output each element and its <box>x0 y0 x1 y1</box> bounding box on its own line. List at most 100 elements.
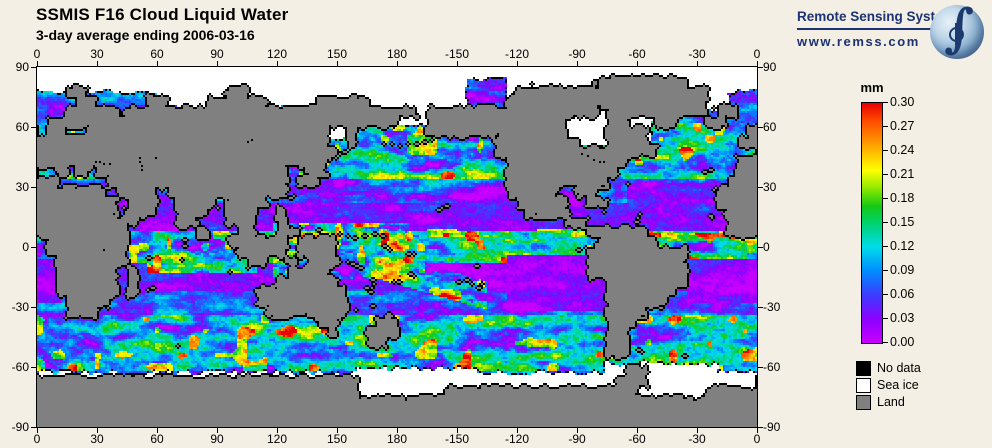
lon-tick-top <box>696 61 698 66</box>
lat-label-right: -60 <box>763 360 781 374</box>
world-map-canvas <box>37 67 757 427</box>
world-map-frame <box>36 66 758 428</box>
lon-tick-bottom <box>516 428 518 433</box>
lon-tick-top <box>96 61 98 66</box>
lon-label-top: -30 <box>688 47 706 61</box>
lat-label-right: 90 <box>763 60 777 74</box>
colorbar-tick <box>883 318 888 319</box>
lon-tick-bottom <box>576 428 578 433</box>
remss-globe-logo-icon: ∫ <box>930 0 984 59</box>
lon-tick-bottom <box>36 428 38 433</box>
lat-label-left: 0 <box>22 240 29 254</box>
lon-label-bottom: 90 <box>210 432 224 446</box>
colorbar-tick <box>883 126 888 127</box>
colorbar-tick-label: 0.03 <box>890 311 915 325</box>
colorbar-tick <box>883 150 888 151</box>
colorbar-tick-label: 0.00 <box>890 335 915 349</box>
lon-label-bottom: -60 <box>628 432 646 446</box>
legend-swatch-no-data <box>856 361 871 376</box>
lon-tick-top <box>636 61 638 66</box>
colorbar-tick-label: 0.09 <box>890 263 915 277</box>
colorbar-unit-label: mm <box>860 80 884 95</box>
lon-label-bottom: 120 <box>266 432 288 446</box>
lon-tick-bottom <box>696 428 698 433</box>
colorbar-tick <box>883 342 888 343</box>
lat-label-right: 60 <box>763 120 777 134</box>
lon-label-bottom: 0 <box>753 432 761 446</box>
lon-label-bottom: 30 <box>90 432 104 446</box>
lat-tick-right <box>758 186 763 188</box>
crosshair-circle-icon <box>949 27 964 42</box>
legend-swatch-land <box>856 395 871 410</box>
page-title: SSMIS F16 Cloud Liquid Water <box>36 5 289 24</box>
lon-tick-bottom <box>216 428 218 433</box>
lat-tick-right <box>758 126 763 128</box>
lon-label-top: -60 <box>628 47 646 61</box>
lon-label-bottom: 60 <box>150 432 164 446</box>
lon-label-top: 0 <box>33 47 41 61</box>
colorbar-tick-label: 0.21 <box>890 167 915 181</box>
lon-label-bottom: 150 <box>326 432 348 446</box>
lat-label-left: -90 <box>11 420 29 434</box>
lon-label-top: 0 <box>753 47 761 61</box>
colorbar-tick <box>883 270 888 271</box>
colorbar-tick-label: 0.12 <box>890 239 915 253</box>
colorbar-tick <box>883 222 888 223</box>
lon-tick-top <box>276 61 278 66</box>
lat-tick-left <box>31 126 36 128</box>
colorbar-tick <box>883 294 888 295</box>
lat-label-right: -90 <box>763 420 781 434</box>
lat-tick-right <box>758 246 763 248</box>
lon-tick-top <box>216 61 218 66</box>
lat-tick-right <box>758 426 763 428</box>
lat-tick-left <box>31 426 36 428</box>
colorbar-tick <box>883 246 888 247</box>
lon-label-top: 60 <box>150 47 164 61</box>
colorbar-tick-label: 0.27 <box>890 119 915 133</box>
lon-label-bottom: 180 <box>386 432 408 446</box>
lat-label-left: 60 <box>15 120 29 134</box>
legend-label-no-data: No data <box>877 361 921 375</box>
legend-swatch-sea-ice <box>856 378 871 393</box>
lon-label-bottom: 0 <box>33 432 41 446</box>
colorbar-tick <box>883 102 888 103</box>
lat-tick-left <box>31 306 36 308</box>
legend-label-sea-ice: Sea ice <box>877 378 919 392</box>
lon-tick-top <box>456 61 458 66</box>
lon-label-top: -120 <box>504 47 530 61</box>
lon-label-top: 120 <box>266 47 288 61</box>
lon-label-top: -150 <box>444 47 470 61</box>
remss-website-link[interactable]: www.remss.com <box>797 34 920 49</box>
lon-tick-bottom <box>156 428 158 433</box>
lat-label-left: 90 <box>15 60 29 74</box>
lon-tick-bottom <box>636 428 638 433</box>
lon-label-bottom: -120 <box>504 432 530 446</box>
colorbar-tick <box>883 174 888 175</box>
lon-tick-bottom <box>276 428 278 433</box>
page-subtitle: 3-day average ending 2006-03-16 <box>36 27 255 43</box>
lat-tick-right <box>758 366 763 368</box>
colorbar-tick-label: 0.24 <box>890 143 915 157</box>
lon-tick-bottom <box>396 428 398 433</box>
colorbar-tick-label: 0.18 <box>890 191 915 205</box>
lat-label-right: -30 <box>763 300 781 314</box>
lat-tick-left <box>31 366 36 368</box>
lon-tick-bottom <box>756 428 758 433</box>
lon-label-top: 30 <box>90 47 104 61</box>
lon-tick-bottom <box>336 428 338 433</box>
colorbar-tick-label: 0.30 <box>890 95 915 109</box>
colorbar <box>861 102 883 344</box>
lon-tick-bottom <box>96 428 98 433</box>
lon-tick-top <box>156 61 158 66</box>
remss-logo-text: Remote Sensing Systems <box>797 9 963 24</box>
colorbar-tick-label: 0.15 <box>890 215 915 229</box>
lat-tick-left <box>31 66 36 68</box>
lat-tick-left <box>31 186 36 188</box>
lat-label-left: -60 <box>11 360 29 374</box>
lon-tick-top <box>396 61 398 66</box>
lat-tick-right <box>758 306 763 308</box>
remss-logo-underline <box>797 28 959 30</box>
lon-label-bottom: -90 <box>568 432 586 446</box>
colorbar-tick <box>883 198 888 199</box>
lon-label-top: 180 <box>386 47 408 61</box>
